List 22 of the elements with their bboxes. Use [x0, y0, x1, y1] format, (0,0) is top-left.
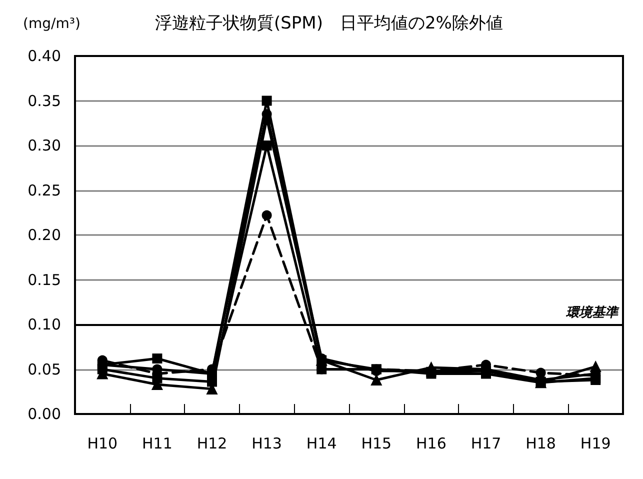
ref-line-label: 環境基準	[565, 304, 620, 320]
x-tick-label: H18	[526, 434, 556, 452]
y-tick-label: 0.00	[28, 405, 61, 423]
y-tick-label: 0.10	[28, 316, 61, 334]
x-tick-label: H11	[142, 434, 172, 452]
x-tick-label: H14	[306, 434, 337, 452]
x-tick-label: H17	[470, 434, 502, 452]
chart-title: 浮遊粒子状物質(SPM) 日平均値の2%除外値	[155, 14, 503, 34]
y-tick-label: 0.20	[28, 226, 61, 244]
x-tick-label: H10	[87, 434, 118, 452]
y-tick-label: 0.30	[28, 136, 61, 154]
x-tick-label: H13	[252, 434, 282, 452]
y-tick-label: 0.05	[28, 360, 61, 378]
x-tick-label: H16	[416, 434, 446, 452]
y-axis-title: (mg/m³)	[23, 16, 80, 32]
y-tick-label: 0.35	[28, 92, 61, 110]
x-tick-label: H15	[361, 434, 392, 452]
y-tick-label: 0.15	[28, 270, 61, 289]
x-tick-label: H19	[580, 434, 611, 452]
x-tick-label: H12	[196, 434, 228, 452]
y-tick-label: 0.25	[28, 181, 61, 200]
y-tick-label: 0.40	[28, 47, 61, 65]
